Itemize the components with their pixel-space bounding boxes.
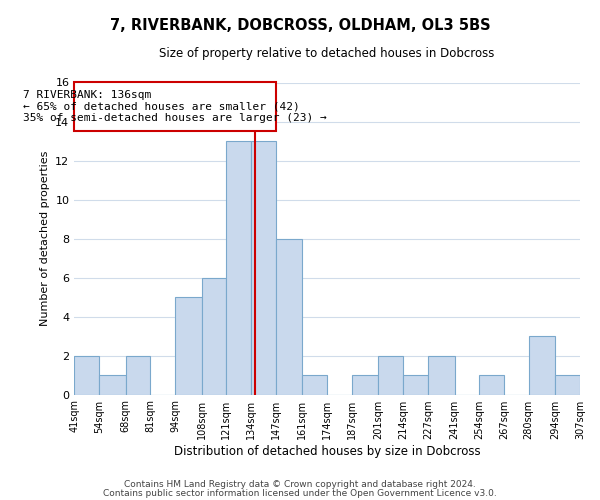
Bar: [352, 375, 379, 394]
Bar: [479, 375, 504, 394]
Title: Size of property relative to detached houses in Dobcross: Size of property relative to detached ho…: [160, 48, 495, 60]
Bar: [226, 141, 251, 395]
Text: 7, RIVERBANK, DOBCROSS, OLDHAM, OL3 5BS: 7, RIVERBANK, DOBCROSS, OLDHAM, OL3 5BS: [110, 18, 490, 32]
Text: 7 RIVERBANK: 136sqm
← 65% of detached houses are smaller (42)
35% of semi-detach: 7 RIVERBANK: 136sqm ← 65% of detached ho…: [23, 90, 327, 124]
Bar: [175, 297, 202, 394]
X-axis label: Distribution of detached houses by size in Dobcross: Distribution of detached houses by size …: [174, 444, 481, 458]
Bar: [379, 356, 403, 395]
Bar: [555, 375, 580, 394]
Bar: [202, 278, 226, 394]
Bar: [99, 375, 125, 394]
Bar: [302, 375, 327, 394]
Y-axis label: Number of detached properties: Number of detached properties: [40, 151, 50, 326]
Text: Contains public sector information licensed under the Open Government Licence v3: Contains public sector information licen…: [103, 489, 497, 498]
Bar: [125, 356, 150, 395]
Bar: [251, 141, 276, 395]
Bar: [276, 238, 302, 394]
Bar: [428, 356, 455, 395]
Bar: [74, 82, 276, 132]
Bar: [403, 375, 428, 394]
Bar: [74, 356, 99, 395]
Text: Contains HM Land Registry data © Crown copyright and database right 2024.: Contains HM Land Registry data © Crown c…: [124, 480, 476, 489]
Bar: [529, 336, 555, 394]
